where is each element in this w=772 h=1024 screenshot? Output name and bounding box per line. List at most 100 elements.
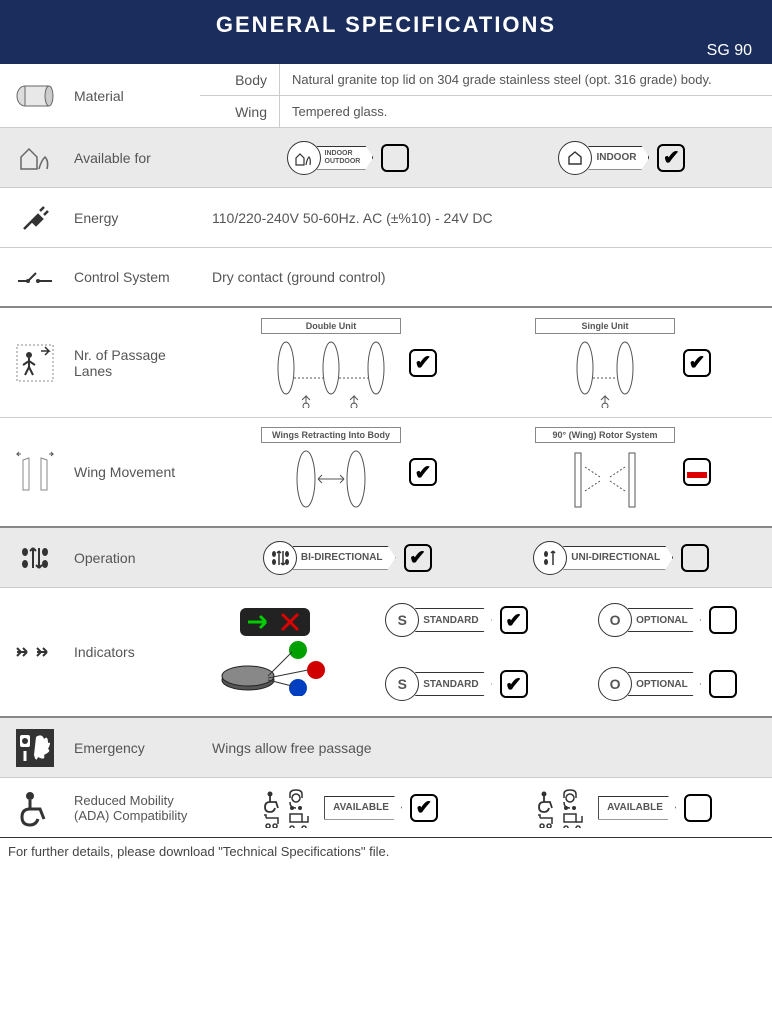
s-icon: S: [385, 603, 419, 637]
available-options: INDOOROUTDOOR INDOOR ✔: [200, 128, 772, 187]
energy-label: Energy: [70, 188, 200, 247]
footer-text: For further details, please download "Te…: [0, 838, 772, 865]
wingmove-options: Wings Retracting Into Body ✔ 90° (Wing) …: [200, 418, 772, 526]
o-icon: O: [598, 667, 632, 701]
ada-options: AVAILABLE ✔ AVAILABLE: [200, 778, 772, 837]
bidir-icon: [263, 541, 297, 575]
row-indicators: Indicators SSTANDARD✔ OOPTIONAL SSTANDAR…: [0, 588, 772, 718]
optional-tag: OPTIONAL: [628, 672, 701, 696]
indicators-icon: [0, 588, 70, 716]
single-unit-label: Single Unit: [535, 318, 675, 334]
row-wingmove: Wing Movement Wings Retracting Into Body…: [0, 418, 772, 528]
available-tag: AVAILABLE: [324, 796, 402, 820]
retract-diagram: [276, 447, 386, 517]
passage-double: Double Unit ✔: [261, 318, 437, 408]
operation-unidir: UNI-DIRECTIONAL: [533, 541, 709, 575]
operation-icon: [0, 528, 70, 587]
wingmove-retract: Wings Retracting Into Body ✔: [261, 427, 437, 517]
page-title: GENERAL SPECIFICATIONS: [0, 12, 772, 38]
checkbox-checked: ✔: [409, 349, 437, 377]
emergency-label: Emergency: [70, 718, 200, 777]
body-sublabel: Body: [200, 64, 280, 96]
indoor-tag: INDOOR: [588, 146, 649, 170]
checkbox-checked: ✔: [657, 144, 685, 172]
checkbox-unchecked: [681, 544, 709, 572]
double-unit-diagram: [266, 338, 396, 408]
s-icon: S: [385, 667, 419, 701]
available-tag: AVAILABLE: [598, 796, 676, 820]
energy-icon: [0, 188, 70, 247]
available-icon: [0, 128, 70, 187]
body-value: Natural granite top lid on 304 grade sta…: [280, 64, 772, 96]
wing-sublabel: Wing: [200, 96, 280, 127]
indicators-row1: SSTANDARD✔ OOPTIONAL: [350, 588, 772, 652]
checkbox-unchecked: [381, 144, 409, 172]
house-tree-icon: [287, 141, 321, 175]
rgb-module-icon: [220, 640, 330, 696]
checkbox-unchecked: [684, 794, 712, 822]
ada-opt1: AVAILABLE ✔: [260, 788, 438, 828]
control-icon: [0, 248, 70, 306]
available-opt-indoor: INDOOR ✔: [558, 141, 685, 175]
single-unit-diagram: [560, 338, 650, 408]
standard-tag: STANDARD: [415, 672, 491, 696]
row-operation: Operation BI-DIRECTIONAL ✔ UNI-DIRECTION…: [0, 528, 772, 588]
checkbox-checked: ✔: [500, 670, 528, 698]
available-label: Available for: [70, 128, 200, 187]
passage-icon: [0, 308, 70, 417]
wing-value: Tempered glass.: [280, 96, 772, 127]
model-number: SG 90: [0, 42, 772, 60]
material-icon: [0, 64, 70, 127]
bidir-tag: BI-DIRECTIONAL: [293, 546, 396, 570]
operation-options: BI-DIRECTIONAL ✔ UNI-DIRECTIONAL: [200, 528, 772, 587]
checkbox-red: ▬: [683, 458, 711, 486]
passage-label: Nr. of Passage Lanes: [70, 308, 200, 417]
row-control: Control System Dry contact (ground contr…: [0, 248, 772, 308]
checkbox-checked: ✔: [404, 544, 432, 572]
rotor-label: 90° (Wing) Rotor System: [535, 427, 675, 443]
operation-label: Operation: [70, 528, 200, 587]
control-label: Control System: [70, 248, 200, 306]
header: GENERAL SPECIFICATIONS SG 90: [0, 0, 772, 64]
checkbox-checked: ✔: [683, 349, 711, 377]
optional-tag: OPTIONAL: [628, 608, 701, 632]
row-emergency: Emergency Wings allow free passage: [0, 718, 772, 778]
wingmove-rotor: 90° (Wing) Rotor System ▬: [535, 427, 711, 517]
checkbox-unchecked: [709, 670, 737, 698]
checkbox-checked: ✔: [409, 458, 437, 486]
house-icon: [558, 141, 592, 175]
row-passage: Nr. of Passage Lanes Double Unit ✔ Singl…: [0, 308, 772, 418]
row-material: Material Body Wing Natural granite top l…: [0, 64, 772, 128]
indicators-row2: SSTANDARD ✔ OOPTIONAL: [350, 652, 772, 716]
operation-bidir: BI-DIRECTIONAL ✔: [263, 541, 432, 575]
checkbox-checked: ✔: [500, 606, 528, 634]
material-sublabels: Body Wing: [200, 64, 280, 127]
wingmove-label: Wing Movement: [70, 418, 200, 526]
control-value: Dry contact (ground control): [200, 248, 772, 306]
row-ada: Reduced Mobility (ADA) Compatibility AVA…: [0, 778, 772, 838]
passage-options: Double Unit ✔ Single Unit ✔: [200, 308, 772, 417]
indoor-outdoor-tag: INDOOROUTDOOR: [317, 146, 374, 170]
ada-icon: [0, 778, 70, 837]
emergency-value: Wings allow free passage: [200, 718, 772, 777]
indicators-graphics: [200, 588, 350, 716]
standard-tag: STANDARD: [415, 608, 491, 632]
mobility-icons-group: [534, 788, 590, 828]
mobility-icons-group: [260, 788, 316, 828]
energy-value: 110/220-240V 50-60Hz. AC (±%10) - 24V DC: [200, 188, 772, 247]
indicators-label: Indicators: [70, 588, 200, 716]
row-available: Available for INDOOROUTDOOR INDOOR ✔: [0, 128, 772, 188]
ada-opt2: AVAILABLE: [534, 788, 712, 828]
material-values: Natural granite top lid on 304 grade sta…: [280, 64, 772, 127]
wingmove-icon: [0, 418, 70, 526]
double-unit-label: Double Unit: [261, 318, 401, 334]
checkbox-unchecked: [709, 606, 737, 634]
led-arrow-x-icon: [240, 608, 310, 636]
passage-single: Single Unit ✔: [535, 318, 711, 408]
row-energy: Energy 110/220-240V 50-60Hz. AC (±%10) -…: [0, 188, 772, 248]
checkbox-checked: ✔: [410, 794, 438, 822]
retract-label: Wings Retracting Into Body: [261, 427, 401, 443]
available-opt-indoor-outdoor: INDOOROUTDOOR: [287, 141, 410, 175]
unidir-tag: UNI-DIRECTIONAL: [563, 546, 673, 570]
unidir-icon: [533, 541, 567, 575]
